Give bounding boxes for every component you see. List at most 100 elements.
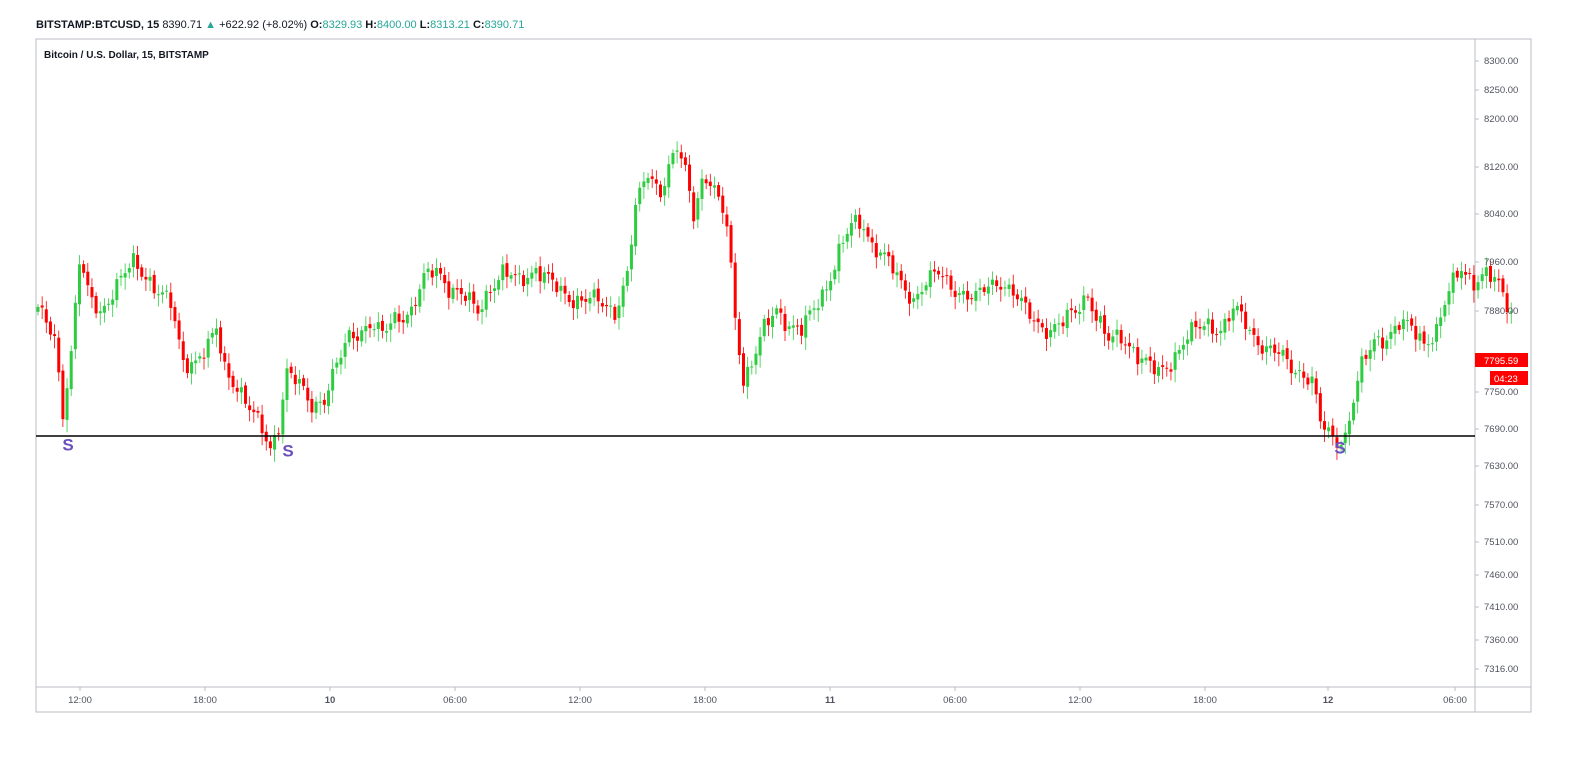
candle-body	[1476, 282, 1480, 291]
candle-body	[455, 288, 459, 290]
candle-body	[1127, 342, 1131, 347]
candle-body	[1098, 315, 1102, 323]
candle-body	[663, 185, 667, 196]
candle-body	[1057, 323, 1061, 325]
candle-body	[214, 328, 218, 335]
candle-body	[410, 306, 413, 316]
candle-body	[1418, 333, 1422, 341]
candle-body	[812, 308, 816, 310]
candle-body	[343, 342, 347, 357]
candle-body	[970, 298, 974, 300]
candle-body	[268, 441, 272, 449]
candle-body	[953, 290, 957, 297]
candle-body	[98, 311, 102, 314]
candle-body	[1468, 272, 1472, 274]
candle-body	[131, 253, 135, 268]
candle-body	[119, 275, 123, 278]
candle-body	[829, 281, 833, 291]
candle-body	[1472, 274, 1476, 291]
candle-body	[596, 288, 600, 302]
candle-body	[688, 164, 692, 191]
candle-body	[712, 185, 716, 188]
candle-body	[908, 291, 911, 304]
candle-body	[447, 281, 451, 298]
candle-body	[617, 305, 621, 319]
candle-body	[372, 329, 376, 331]
candle-body	[451, 287, 455, 299]
price-axis[interactable]: 8300.00 8250.00 8200.00 8120.00 8040.00 7960.…	[1475, 56, 1518, 675]
candle-body	[351, 331, 355, 339]
candle-body	[123, 273, 127, 278]
candle-body	[480, 309, 484, 313]
candle-body	[1244, 311, 1248, 330]
candle-body	[65, 388, 69, 420]
candle-body	[555, 281, 559, 293]
candle-body	[1161, 365, 1165, 367]
candle-body	[704, 179, 708, 184]
candle-body	[1074, 310, 1077, 313]
candle-body	[1489, 265, 1492, 282]
candle-body	[1115, 329, 1119, 335]
candle-body	[1285, 348, 1289, 360]
candle-body	[161, 292, 164, 295]
candle-body	[621, 285, 625, 307]
low-value: 8313.21	[430, 19, 470, 31]
candle-body	[1343, 432, 1347, 444]
symbol-header: BITSTAMP:BTCUSD, 15 8390.71 ▲ +622.92 (+…	[36, 19, 524, 31]
signal-marker: S	[282, 442, 293, 461]
candle-body	[1352, 402, 1356, 421]
candle-body	[61, 370, 65, 420]
candle-body	[584, 298, 588, 302]
candle-body	[1194, 320, 1198, 328]
candle-body	[173, 307, 177, 322]
candle-body	[1401, 319, 1405, 330]
candle-body	[144, 276, 148, 280]
candle-body	[368, 324, 372, 329]
candle-body	[1215, 334, 1219, 336]
candle-body	[721, 195, 725, 213]
close-label: C:	[472, 19, 485, 31]
candle-body	[206, 338, 210, 358]
candle-body	[571, 300, 575, 309]
x-tick-label: 18:00	[193, 695, 217, 706]
candle-body	[1190, 322, 1194, 342]
candle-body	[439, 267, 443, 274]
candle-body	[700, 178, 704, 199]
candle-body	[895, 272, 899, 276]
candle-body	[1020, 297, 1024, 302]
candle-body	[733, 262, 737, 318]
time-axis[interactable]: 12:00 18:00 10 06:00 12:00 18:00 11 06:00 12:00 1…	[68, 687, 1467, 706]
candle-body	[463, 295, 467, 301]
candle-body	[1053, 324, 1057, 332]
candle-body	[1480, 274, 1484, 282]
candle-body	[833, 269, 837, 280]
candle-body	[920, 292, 924, 295]
candle-body	[874, 243, 878, 258]
last-price: 8390.71	[162, 19, 203, 31]
candle-body	[1227, 318, 1231, 322]
candle-body	[534, 268, 538, 274]
y-tick-label: 7880.00	[1484, 306, 1518, 317]
candle-body	[1223, 318, 1227, 333]
candle-body	[854, 214, 858, 222]
candle-body	[1003, 287, 1007, 289]
candle-body	[683, 157, 687, 165]
candle-body	[961, 290, 965, 295]
candle-body	[675, 150, 679, 152]
candle-body	[899, 270, 903, 281]
candle-body	[1015, 294, 1019, 300]
candle-body	[1397, 325, 1401, 330]
y-tick-label: 7690.00	[1484, 424, 1518, 435]
candle-body	[1484, 267, 1488, 277]
candle-body	[73, 302, 77, 350]
candle-body	[1493, 277, 1497, 282]
candle-body	[1032, 320, 1036, 322]
candle-body	[194, 360, 198, 364]
candle-body	[1385, 340, 1389, 349]
candle-body	[513, 274, 517, 276]
candle-body	[505, 263, 509, 277]
candle-body	[825, 289, 828, 291]
candle-body	[306, 387, 310, 401]
candle-body	[1381, 337, 1385, 349]
